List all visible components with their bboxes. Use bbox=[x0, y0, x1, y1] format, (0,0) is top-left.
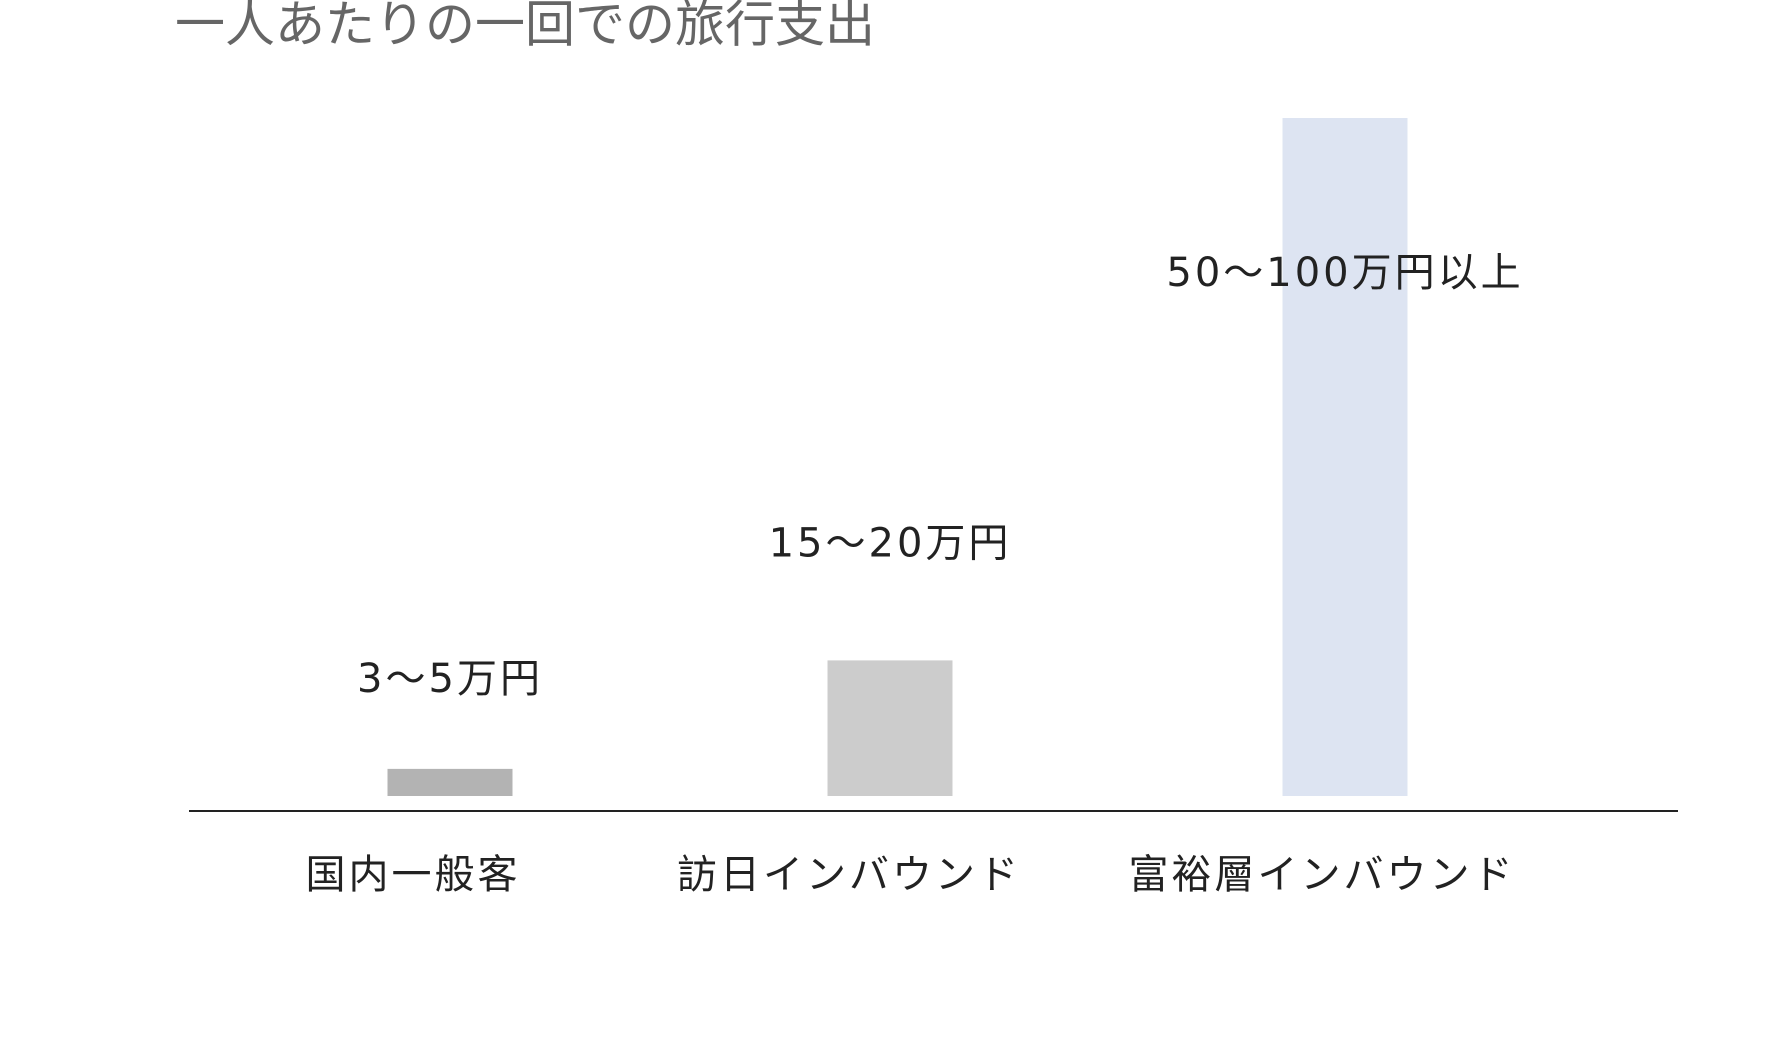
bar bbox=[387, 768, 513, 796]
chart-title: 一人あたりの一回での旅行支出 bbox=[175, 0, 875, 52]
value-label: 3〜5万円 bbox=[357, 656, 543, 702]
x-tick-label: 富裕層インバウンド bbox=[1129, 852, 1516, 898]
value-label: 15〜20万円 bbox=[769, 520, 1012, 566]
x-tick-label: 国内一般客 bbox=[306, 852, 521, 898]
value-label: 50〜100万円以上 bbox=[1166, 250, 1523, 296]
x-tick-label: 訪日インバウンド bbox=[677, 852, 1021, 898]
bar bbox=[827, 660, 953, 796]
bar bbox=[1282, 118, 1408, 796]
